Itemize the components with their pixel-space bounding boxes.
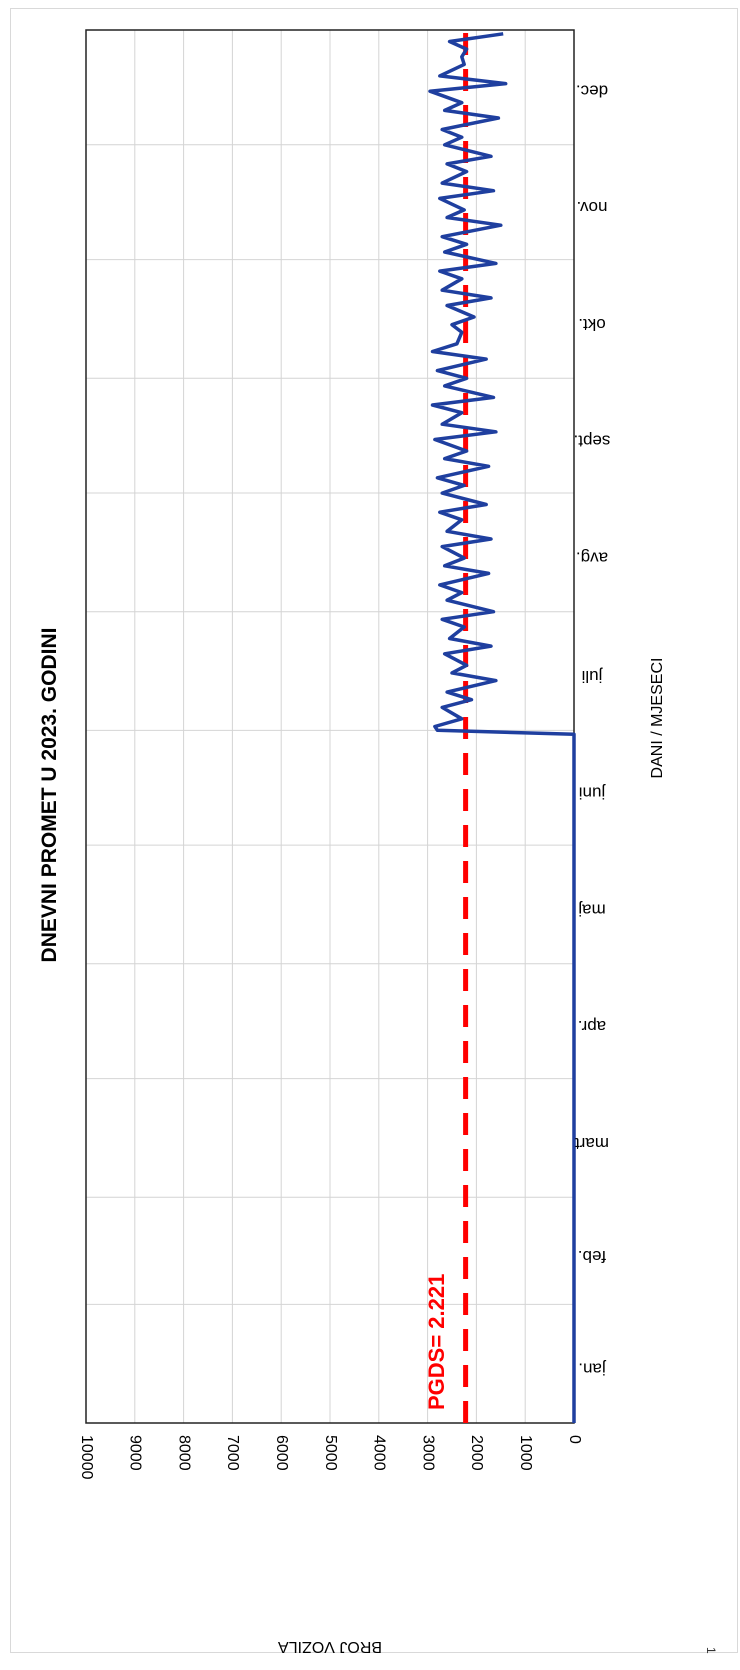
x-tick-label: okt. [578,315,605,334]
x-tick-label: dec. [576,81,608,100]
daily-traffic-series-line [428,32,576,1423]
x-tick-label: mart [575,1134,609,1153]
x-tick-label: maj [578,900,605,919]
x-axis-title: DANI / MJESECI [649,658,666,779]
x-tick-label: jan. [578,1360,606,1379]
plot-area-border [85,29,575,1424]
y-tick-label: 10000 [78,1435,95,1480]
x-tick-label: sept. [574,432,611,451]
y-tick-label: 2000 [468,1435,485,1471]
x-tick-label: avg. [576,548,608,567]
x-tick-label: juli [582,667,604,686]
x-tick-label: apr. [578,1017,606,1036]
y-tick-label: 6000 [273,1435,290,1471]
x-axis-tick-labels: jan. feb. mart apr. maj juni juli avg. sept. okt.… [574,81,611,1378]
pgds-reference-label: PGDS= 2.221 [424,1274,449,1410]
y-tick-label: 1000 [517,1435,534,1471]
y-tick-label: 4000 [371,1435,388,1471]
y-axis-title: BROJ VOZILA [278,1638,382,1655]
x-tick-label: nov. [577,198,608,217]
page-number: 1 [704,1647,718,1654]
y-tick-label: 5000 [322,1435,339,1471]
y-tick-label: 3000 [419,1435,436,1471]
y-tick-label: 9000 [127,1435,144,1471]
y-tick-label: 0 [566,1435,583,1444]
y-axis-tick-labels: 0 1000 2000 3000 4000 5000 6000 7000 8000 9000 100… [78,1435,583,1480]
page-frame [10,8,738,1653]
x-tick-label: juni [579,784,606,803]
vertical-gridlines [85,30,575,1423]
chart-title: DNEVNI PROMET U 2023. GODINI [38,628,61,963]
x-tick-label: feb. [578,1247,606,1266]
y-tick-label: 7000 [224,1435,241,1471]
y-tick-label: 8000 [175,1435,192,1471]
